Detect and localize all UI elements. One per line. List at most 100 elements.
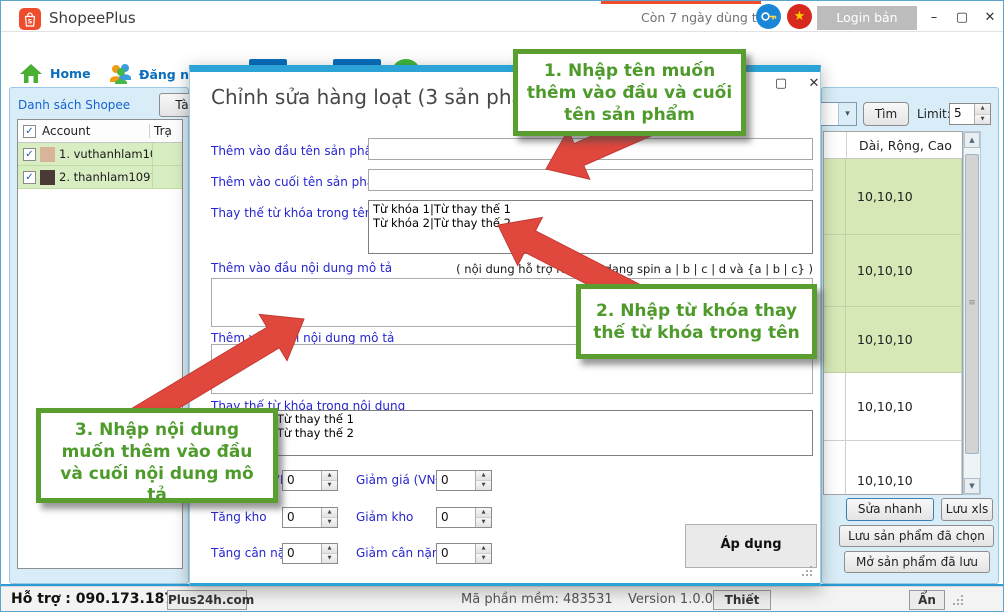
product-row[interactable]: 10,10,10 [824,159,962,235]
settings-button[interactable]: Thiết lập [713,590,771,610]
increase-price-value: 0 [287,473,295,487]
dimensions-cell: 10,10,10 [846,159,962,235]
product-row[interactable]: 10,10,10 [824,235,962,307]
top-orange-strip [601,1,761,4]
scroll-down-icon[interactable]: ▼ [964,478,980,494]
stepper-up-icon[interactable]: ▲ [322,508,337,518]
avatar [40,169,55,185]
decrease-stock-stepper[interactable]: 0 ▲ ▼ [436,507,492,528]
increase-stock-label: Tăng kho [211,510,267,524]
increase-price-stepper[interactable]: 0 ▲ ▼ [282,470,338,491]
window-resize-grip[interactable] [953,603,955,605]
dimensions-cell: 10,10,10 [846,373,962,441]
stepper-up-icon[interactable]: ▲ [975,104,990,115]
hide-button[interactable]: Ẩn [909,590,945,610]
quick-edit-button[interactable]: Sửa nhanh [846,498,934,521]
key-license-icon[interactable] [756,4,781,29]
account-row[interactable]: ✓ 2. thanhlam109180 [18,166,182,189]
app-title: ShopeePlus [49,9,136,27]
increase-stock-stepper[interactable]: 0 ▲ ▼ [282,507,338,528]
toolbar-home-item[interactable]: Home [19,63,91,84]
limit-label: Limit: [917,107,951,121]
scroll-up-icon[interactable]: ▲ [964,132,980,148]
open-saved-products-button[interactable]: Mở sản phẩm đã lưu [844,551,990,573]
hidden-column-header-fragment [824,132,847,158]
save-selected-products-button[interactable]: Lưu sản phẩm đã chọn [839,525,994,547]
toolbar-hidden-item-fragment [333,59,381,67]
product-row[interactable]: 10,10,10 [824,373,962,441]
stepper-up-icon[interactable]: ▲ [322,471,337,481]
dialog-maximize-button[interactable]: ▢ [774,76,788,91]
stepper-up-icon[interactable]: ▲ [476,544,491,554]
stepper-down-icon[interactable]: ▼ [975,114,990,124]
row-fragment-cell [824,159,846,235]
callout-step1: 1. Nhập tên muốn thêm vào đầu và cuối tê… [513,49,746,136]
decrease-stock-label: Giảm kho [356,510,414,524]
stepper-down-icon[interactable]: ▼ [322,518,337,527]
account-checkbox[interactable]: ✓ [23,147,36,161]
dimensions-cell: 10,10,10 [846,235,962,307]
add-end-desc-label: Thêm vào cuối nội dung mô tả [211,331,395,345]
toolbar-home-label: Home [50,66,91,81]
decrease-price-stepper[interactable]: 0 ▲ ▼ [436,470,492,491]
find-button[interactable]: Tìm [863,102,909,126]
vietnam-flag-star-icon[interactable]: ★ [787,4,812,29]
row-fragment-cell [824,441,846,494]
decrease-weight-label: Giảm cân nặng [356,546,448,560]
plus24h-button[interactable]: Plus24h.com [167,590,254,610]
trial-remaining-text: Còn 7 ngày dùng thử [641,10,773,25]
product-row[interactable]: 10,10,10 [824,307,962,373]
titlebar-divider [1,31,1003,32]
replace-name-keywords-label: Thay thế từ khóa trong tên [211,206,373,220]
close-button[interactable]: ✕ [984,10,996,25]
add-end-name-input[interactable] [368,169,813,191]
select-all-checkbox[interactable]: ✓ [23,124,36,138]
decrease-weight-stepper[interactable]: 0 ▲ ▼ [436,543,492,564]
stepper-down-icon[interactable]: ▼ [476,554,491,563]
stepper-down-icon[interactable]: ▼ [476,481,491,490]
replace-name-keywords-textarea[interactable]: Từ khóa 1|Từ thay thế 1 Từ khóa 2|Từ tha… [368,200,813,254]
status-column-header[interactable]: Trạ [149,124,182,138]
dimensions-cell: 10,10,10 [846,441,962,494]
stepper-up-icon[interactable]: ▲ [476,471,491,481]
dimensions-column-header[interactable]: Dài, Rộng, Cao [859,137,952,153]
shopee-bag-icon: S [19,8,41,30]
account-checkbox[interactable]: ✓ [23,170,36,184]
users-icon [110,64,131,84]
maximize-button[interactable]: ▢ [955,10,969,25]
stepper-down-icon[interactable]: ▼ [476,518,491,527]
row-fragment-cell [824,235,846,307]
account-row[interactable]: ✓ 1. vuthanhlam10... [18,143,182,166]
software-code-text: Mã phần mềm: 483531 [461,592,613,607]
stepper-up-icon[interactable]: ▲ [322,544,337,554]
increase-stock-value: 0 [287,510,295,524]
stepper-down-icon[interactable]: ▼ [322,481,337,490]
add-start-desc-label: Thêm vào đầu nội dung mô tả [211,261,393,275]
version-text: Version 1.0.0.3 [628,592,726,607]
increase-weight-stepper[interactable]: 0 ▲ ▼ [282,543,338,564]
product-row[interactable]: 10,10,10 [824,441,962,494]
account-status-cell [152,143,182,165]
avatar [40,146,55,162]
account-column-header[interactable]: Account [42,124,91,138]
add-start-name-input[interactable] [368,138,813,160]
home-icon [20,64,42,83]
scrollbar-thumb[interactable]: ≡ [965,154,979,454]
replace-desc-keywords-textarea[interactable]: Từ khóa 1|Từ thay thế 1 Từ khóa 2|Từ tha… [211,410,813,456]
dialog-resize-grip[interactable] [802,574,804,576]
minimize-button[interactable]: – [930,10,938,25]
stepper-down-icon[interactable]: ▼ [322,554,337,563]
dimensions-cell: 10,10,10 [846,307,962,373]
save-xls-button[interactable]: Lưu xls [941,498,993,521]
limit-stepper[interactable]: 5 ▲ ▼ [949,103,991,125]
stepper-up-icon[interactable]: ▲ [476,508,491,518]
toolbar-account-item[interactable]: Đăng nh [109,63,198,85]
product-table: Dài, Rộng, Cao 10,10,10 10,10,10 10,10,1… [823,131,963,495]
support-phone-text: Hỗ trợ : 090.173.1871 [11,591,184,607]
apply-button[interactable]: Áp dụng [685,524,817,568]
dialog-close-button[interactable]: ✕ [808,76,820,91]
callout-step3: 3. Nhập nội dung muốn thêm vào đầu và cu… [36,408,278,505]
product-table-scrollbar[interactable]: ▲ ≡ ▼ [963,131,981,495]
login-license-button[interactable]: Login bản quyền [817,6,917,49]
thumb-grip-icon: ≡ [968,298,976,308]
